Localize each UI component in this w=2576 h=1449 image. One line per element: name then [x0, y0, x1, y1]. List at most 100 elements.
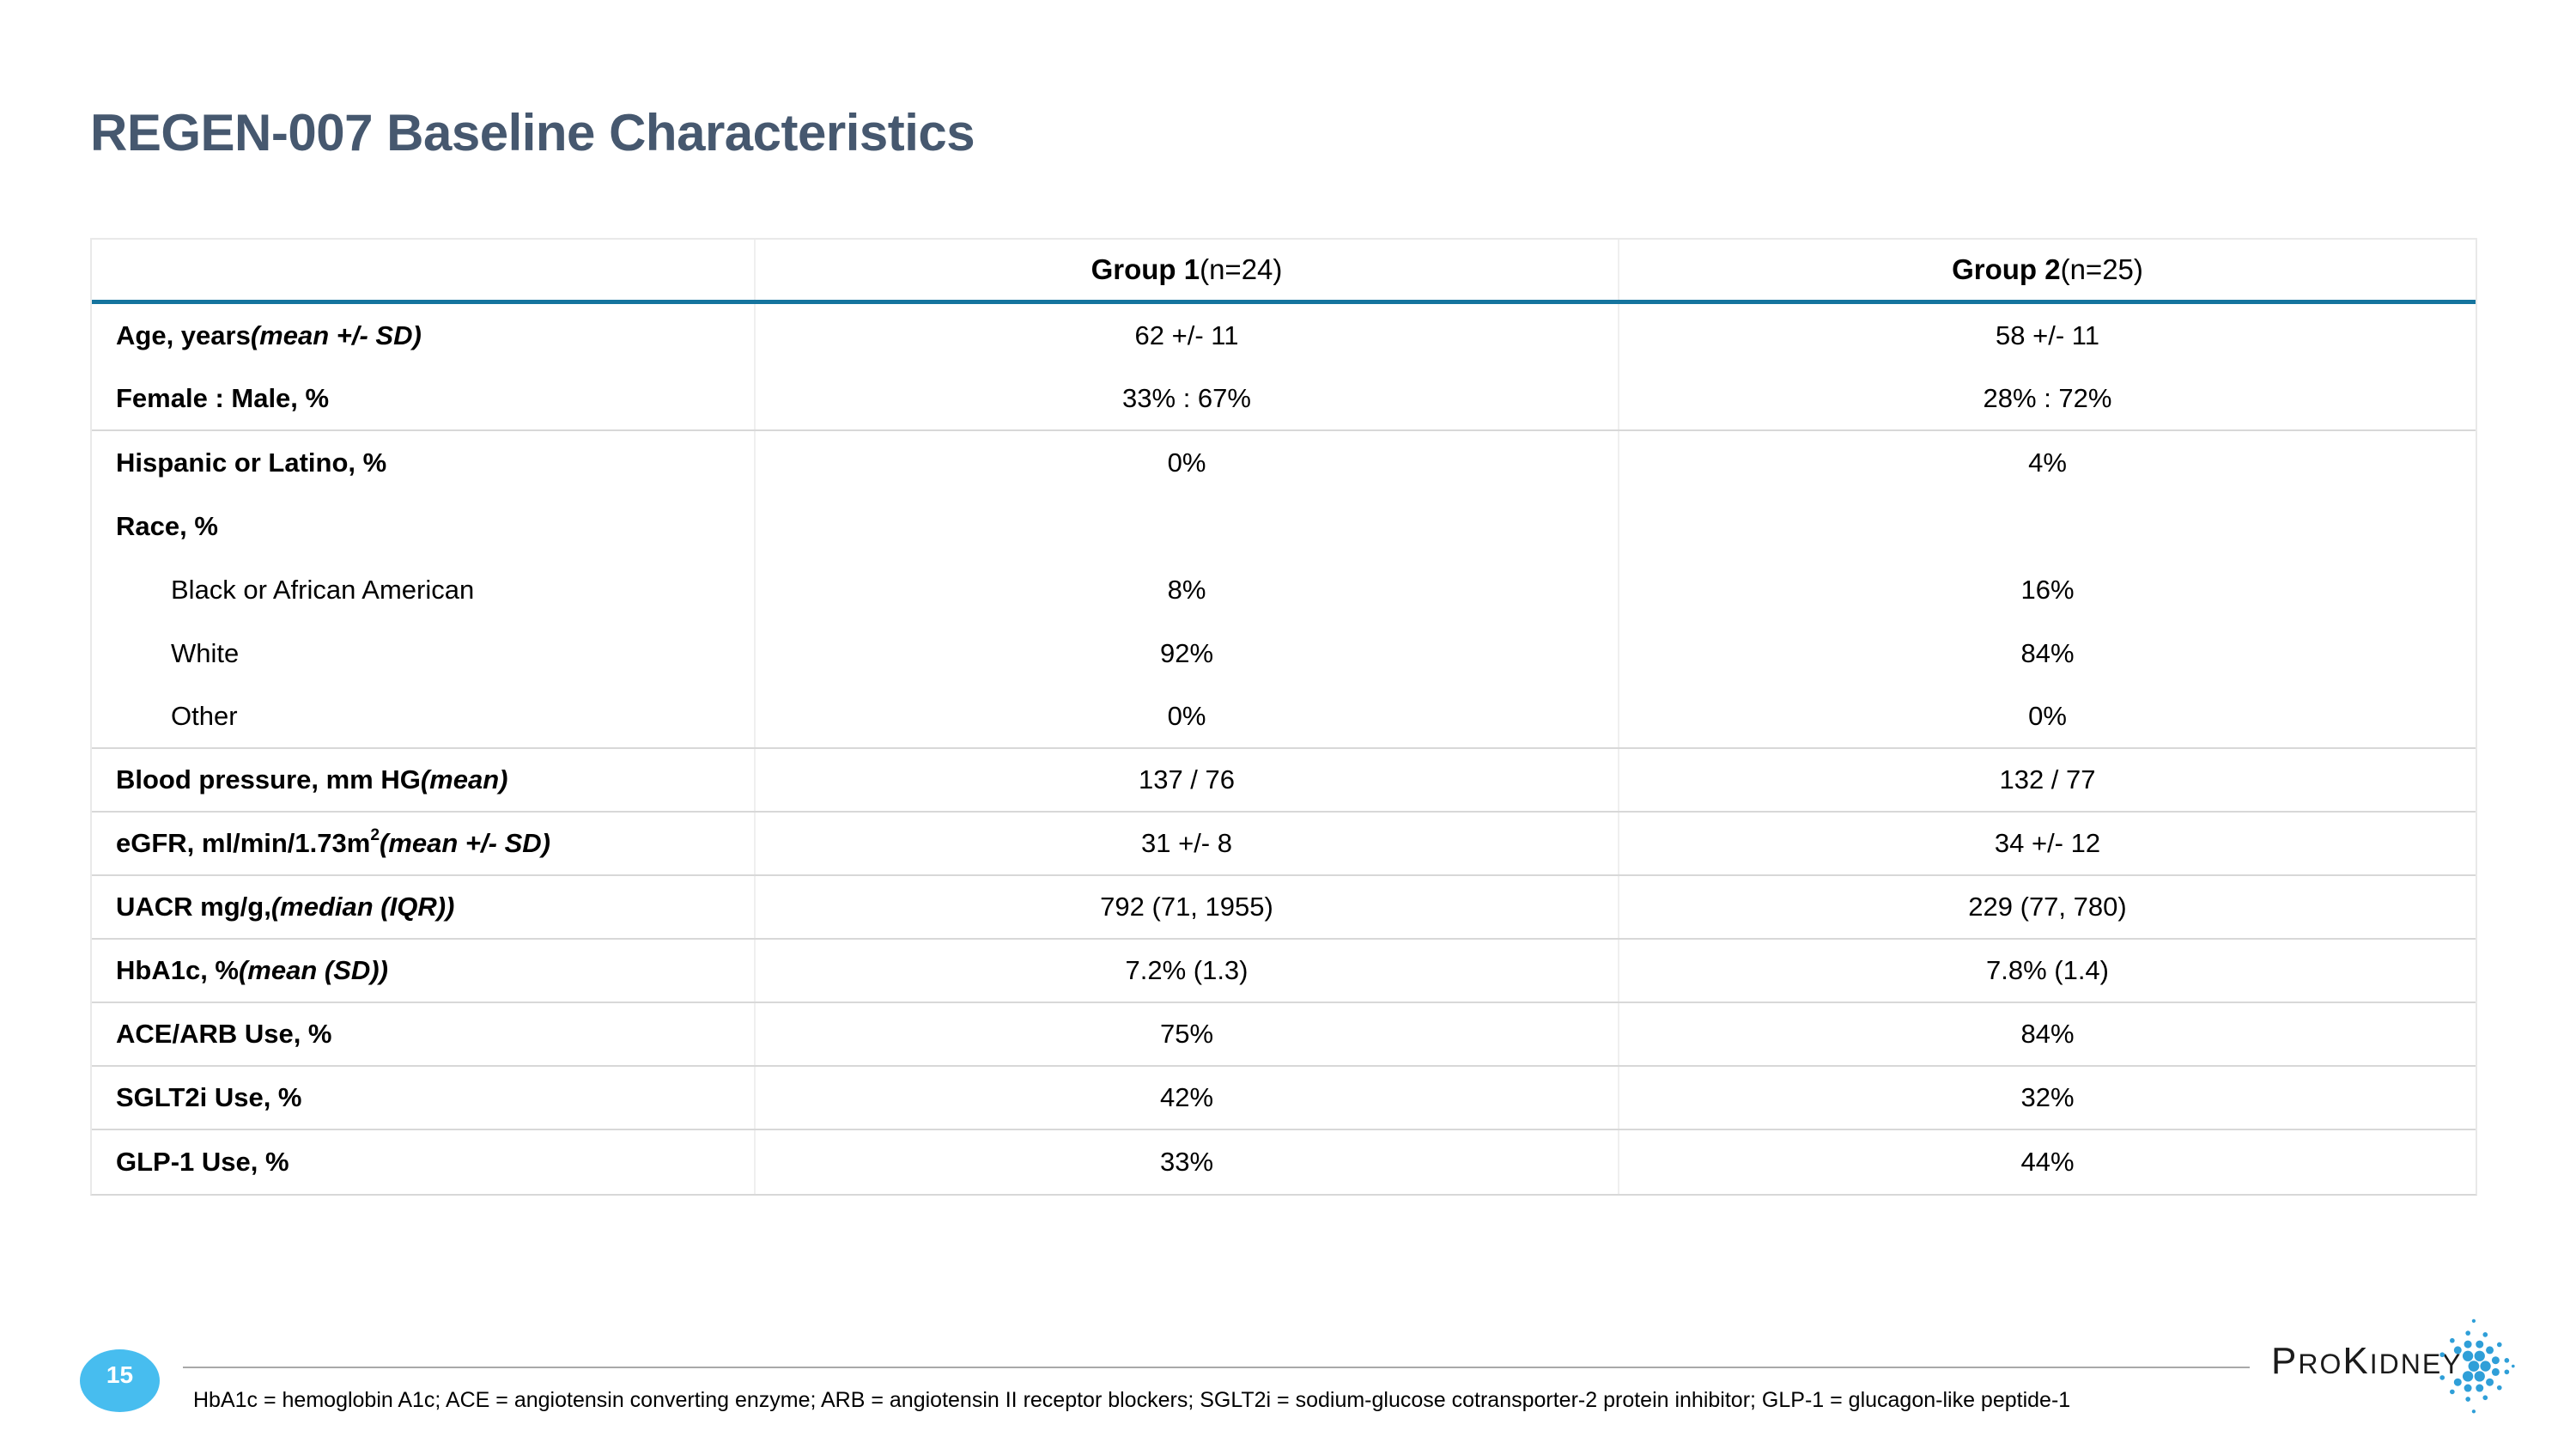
logo-letters-idney: IDNEY — [2369, 1349, 2463, 1379]
table-row: eGFR, ml/min/1.73m 2 (mean +/- SD) 31 +/- … — [92, 813, 2476, 876]
logo-dot — [2465, 1330, 2471, 1336]
group1-value-cell: 137 / 76 — [754, 749, 1618, 811]
logo-dot — [2486, 1346, 2494, 1355]
group1-value-cell: 792 (71, 1955) — [754, 876, 1618, 938]
text-segment: (mean +/- SD) — [250, 320, 422, 350]
logo-letter-k: K — [2342, 1340, 2370, 1382]
row-label-cell: Female : Male, % — [92, 368, 754, 429]
logo-dot — [2504, 1357, 2510, 1363]
table-row: Hispanic or Latino, % 0% 4% — [92, 431, 2476, 495]
row-label-cell: SGLT2i Use, % — [92, 1067, 754, 1129]
text-segment: (mean (SD)) — [238, 955, 388, 985]
logo-dot — [2450, 1337, 2455, 1343]
row-label-cell: Hispanic or Latino, % — [92, 431, 754, 495]
group1-value-cell: 0% — [754, 431, 1618, 495]
logo-dot — [2474, 1350, 2485, 1361]
logo-dot — [2471, 1318, 2476, 1324]
text-segment: Black or African American — [171, 575, 475, 605]
group1-value-cell: 75% — [754, 1003, 1618, 1065]
group2-value-cell: 28% : 72% — [1618, 368, 2476, 429]
logo-dot — [2480, 1361, 2491, 1372]
group1-value-cell: 92% — [754, 622, 1618, 685]
group1-value-cell: 8% — [754, 558, 1618, 622]
prokidney-logo-text: P RO K IDNEY — [2271, 1340, 2463, 1383]
logo-dot — [2462, 1350, 2474, 1361]
group2-value-cell: 16% — [1618, 558, 2476, 622]
header-cell-group2: Group 2 (n=25) — [1618, 240, 2476, 300]
logo-dot — [2462, 1371, 2474, 1382]
row-label-cell: Race, % — [92, 495, 754, 558]
group2-value-cell: 34 +/- 12 — [1618, 813, 2476, 874]
logo-dot — [2504, 1369, 2510, 1375]
baseline-characteristics-table: Group 1 (n=24) Group 2 (n=25) Age, years… — [90, 238, 2477, 1196]
text-segment: (n=25) — [2060, 253, 2143, 285]
logo-dot — [2439, 1375, 2445, 1380]
header-accent-rule — [92, 300, 2476, 304]
logo-dot — [2482, 1332, 2488, 1337]
group1-value-cell: 7.2% (1.3) — [754, 940, 1618, 1002]
text-segment: SGLT2i Use, % — [116, 1082, 302, 1112]
row-label-cell: Blood pressure, mm HG (mean) — [92, 749, 754, 811]
group1-value-cell: 33% — [754, 1130, 1618, 1194]
table-row: GLP-1 Use, % 33% 44% — [92, 1130, 2476, 1194]
row-label-cell: UACR mg/g, (median (IQR)) — [92, 876, 754, 938]
text-segment: Group 2 — [1952, 253, 2061, 285]
logo-letter-p: P — [2271, 1340, 2299, 1382]
logo-dot — [2450, 1389, 2455, 1395]
row-label-cell: GLP-1 Use, % — [92, 1130, 754, 1194]
logo-dot — [2482, 1395, 2488, 1401]
logo-dot — [2486, 1378, 2494, 1386]
group1-value-cell: 31 +/- 8 — [754, 813, 1618, 874]
text-segment: White — [171, 638, 240, 668]
group2-value-cell: 84% — [1618, 622, 2476, 685]
text-segment: (mean +/- SD) — [380, 828, 550, 858]
text-segment: ACE/ARB Use, % — [116, 1019, 332, 1049]
row-label-cell: Age, years (mean +/- SD) — [92, 304, 754, 368]
group2-value-cell: 84% — [1618, 1003, 2476, 1065]
row-label-cell: HbA1c, % (mean (SD)) — [92, 940, 754, 1002]
row-label-cell: White — [92, 622, 754, 685]
row-label-cell: Other — [92, 685, 754, 747]
logo-letters-ro: RO — [2298, 1349, 2343, 1379]
group2-value-cell: 32% — [1618, 1067, 2476, 1129]
text-segment: HbA1c, % — [116, 955, 239, 985]
logo-dot — [2511, 1364, 2515, 1368]
text-segment: Blood pressure, mm HG — [116, 764, 421, 795]
page-number: 15 — [106, 1361, 134, 1388]
table-row: White 92% 84% — [92, 622, 2476, 685]
group1-value-cell — [754, 495, 1618, 558]
logo-dot — [2476, 1340, 2484, 1349]
text-segment: Race, % — [116, 511, 218, 541]
logo-dot — [2468, 1361, 2480, 1372]
table-row: Female : Male, % 33% : 67% 28% : 72% — [92, 368, 2476, 431]
logo-dot — [2465, 1397, 2471, 1402]
logo-dot — [2453, 1378, 2462, 1386]
table-row: SGLT2i Use, % 42% 32% — [92, 1067, 2476, 1130]
table-row: Other 0% 0% — [92, 685, 2476, 749]
text-segment: (n=24) — [1200, 253, 1283, 285]
header-cell-group1: Group 1 (n=24) — [754, 240, 1618, 300]
logo-dot — [2491, 1367, 2500, 1376]
group1-value-cell: 0% — [754, 685, 1618, 747]
text-segment: (median (IQR)) — [270, 892, 455, 922]
table-row: Blood pressure, mm HG (mean) 137 / 76 132 … — [92, 749, 2476, 813]
page-number-badge: 15 — [80, 1349, 160, 1412]
group2-value-cell: 4% — [1618, 431, 2476, 495]
text-segment: Age, years — [116, 320, 251, 350]
footnote-abbreviations: HbA1c = hemoglobin A1c; ACE = angiotensi… — [193, 1388, 2071, 1412]
logo-dot — [2439, 1352, 2445, 1358]
logo-dot — [2464, 1340, 2472, 1349]
logo-dot — [2476, 1384, 2484, 1392]
table-row: Black or African American 8% 16% — [92, 558, 2476, 622]
text-segment: Female : Male, % — [116, 383, 330, 413]
group2-value-cell: 229 (77, 780) — [1618, 876, 2476, 938]
text-segment: Group 1 — [1091, 253, 1200, 285]
table-row: Age, years (mean +/- SD) 62 +/- 11 58 +/- … — [92, 304, 2476, 368]
row-label-cell: Black or African American — [92, 558, 754, 622]
table-row: UACR mg/g, (median (IQR)) 792 (71, 1955) 2… — [92, 876, 2476, 940]
group1-value-cell: 62 +/- 11 — [754, 304, 1618, 368]
logo-dot — [2496, 1342, 2502, 1348]
text-segment: eGFR, ml/min/1.73m — [116, 828, 371, 858]
text-segment: UACR mg/g, — [116, 892, 271, 922]
table-body: Age, years (mean +/- SD) 62 +/- 11 58 +/- … — [92, 304, 2476, 1194]
